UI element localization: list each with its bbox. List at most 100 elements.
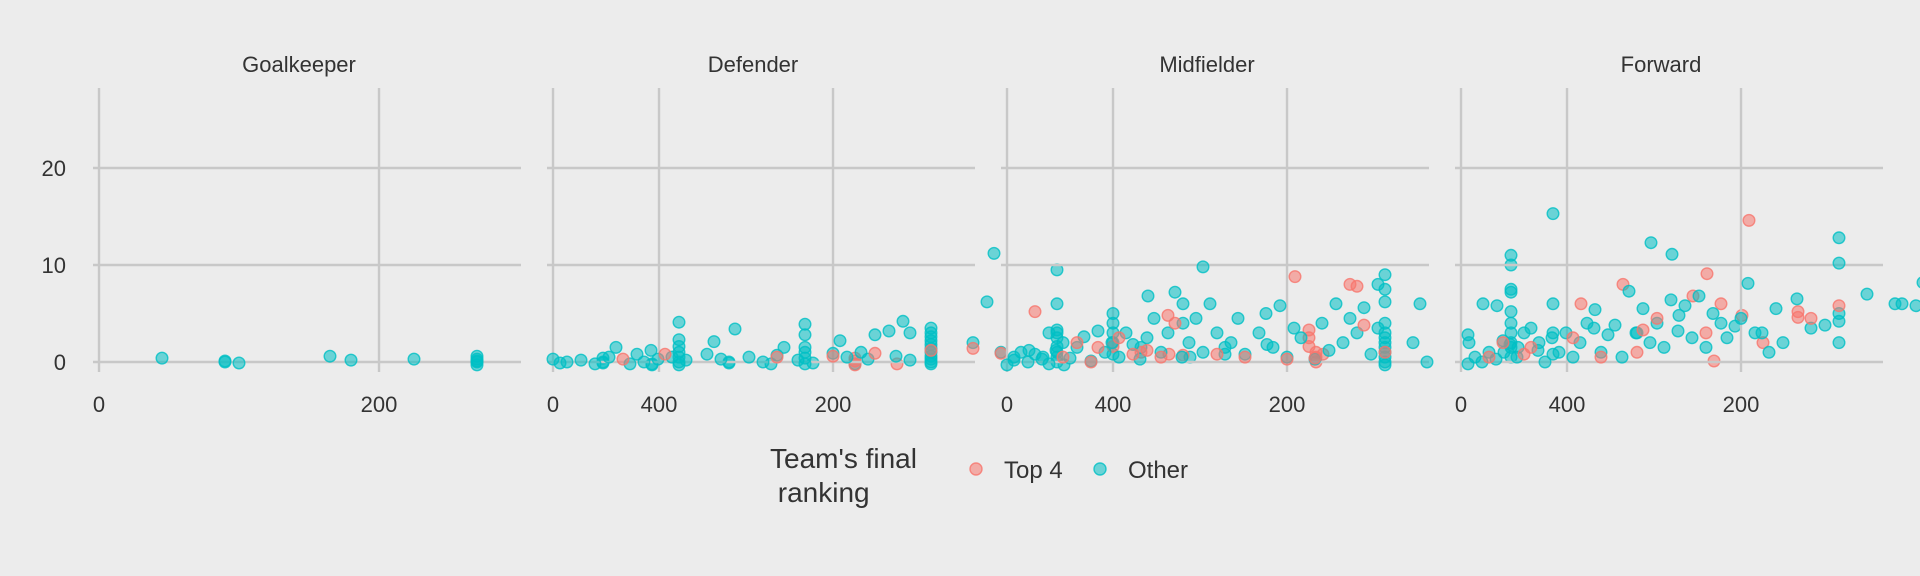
point-other xyxy=(1413,297,1427,311)
point-other xyxy=(1141,289,1155,303)
point-other xyxy=(574,353,588,367)
y-tick-label: 20 xyxy=(42,156,66,181)
x-tick-label: 400 xyxy=(1549,392,1586,417)
point-other xyxy=(1504,305,1518,319)
point-other xyxy=(1615,350,1629,364)
x-tick-label: 0 xyxy=(93,392,105,417)
point-other xyxy=(1175,350,1189,364)
point-other xyxy=(1524,321,1538,335)
point-other xyxy=(1720,331,1734,345)
point-other xyxy=(1818,318,1832,332)
point-other xyxy=(1420,355,1434,369)
point-other xyxy=(777,340,791,354)
point-other xyxy=(232,356,246,370)
point-top4 xyxy=(1714,297,1728,311)
legend-label-top4: Top 4 xyxy=(1004,457,1063,484)
point-other xyxy=(868,328,882,342)
point-other xyxy=(1322,343,1336,357)
point-other xyxy=(672,315,686,329)
point-other xyxy=(1378,358,1392,372)
point-other xyxy=(1014,345,1028,359)
point-other xyxy=(1196,260,1210,274)
point-top4 xyxy=(770,350,784,364)
point-other xyxy=(1685,331,1699,345)
point-other xyxy=(644,343,658,357)
point-other xyxy=(1329,297,1343,311)
point-other xyxy=(407,352,421,366)
point-other xyxy=(1545,331,1559,345)
point-top4 xyxy=(1308,351,1322,365)
point-other xyxy=(1343,311,1357,325)
x-tick-label: 200 xyxy=(815,392,852,417)
point-other xyxy=(1546,207,1560,221)
point-other xyxy=(896,314,910,328)
point-other xyxy=(1378,268,1392,282)
point-other xyxy=(1476,297,1490,311)
point-other xyxy=(1294,331,1308,345)
point-other xyxy=(1406,336,1420,350)
point-top4 xyxy=(1524,340,1538,354)
point-other xyxy=(1266,340,1280,354)
point-other xyxy=(1252,326,1266,340)
point-other xyxy=(1378,295,1392,309)
point-top4 xyxy=(1804,311,1818,325)
point-other xyxy=(1909,299,1920,313)
point-top4 xyxy=(658,347,672,361)
point-other xyxy=(924,357,938,371)
point-other xyxy=(1672,308,1686,322)
point-other xyxy=(1860,287,1874,301)
point-other xyxy=(1231,311,1245,325)
point-other xyxy=(1741,276,1755,290)
point-top4 xyxy=(1070,336,1084,350)
point-other xyxy=(1315,316,1329,330)
point-other xyxy=(903,326,917,340)
point-top4 xyxy=(966,341,980,355)
point-top4 xyxy=(868,346,882,360)
point-other xyxy=(1916,276,1920,289)
point-other xyxy=(1364,347,1378,361)
point-other xyxy=(1664,293,1678,307)
point-other xyxy=(323,349,337,363)
point-top4 xyxy=(924,343,938,357)
point-other xyxy=(1755,326,1769,340)
point-other xyxy=(1050,297,1064,311)
point-other xyxy=(1056,336,1070,350)
point-other xyxy=(1259,307,1273,321)
point-other xyxy=(1657,340,1671,354)
point-other xyxy=(1224,336,1238,350)
legend-entries: Top 4 Other xyxy=(969,457,1188,484)
legend-key-top4 xyxy=(969,462,983,476)
point-other xyxy=(344,353,358,367)
point-top4 xyxy=(1280,352,1294,366)
point-other xyxy=(987,246,1001,260)
x-tick-label: 200 xyxy=(1269,392,1306,417)
point-top4 xyxy=(1482,350,1496,364)
facet-title-defender: Defender xyxy=(708,52,799,77)
point-other xyxy=(1790,292,1804,306)
point-top4 xyxy=(1574,297,1588,311)
point-other xyxy=(1832,336,1846,350)
point-other xyxy=(1147,311,1161,325)
point-other xyxy=(833,334,847,348)
point-other xyxy=(1832,256,1846,270)
facet-title-forward: Forward xyxy=(1621,52,1702,77)
point-top4 xyxy=(1210,347,1224,361)
point-top4 xyxy=(1288,270,1302,284)
point-other xyxy=(1210,326,1224,340)
point-other xyxy=(1538,355,1552,369)
point-other xyxy=(602,350,616,364)
x-tick-label: 0 xyxy=(1455,392,1467,417)
point-other xyxy=(1357,301,1371,315)
legend-title-line1: Team's final xyxy=(770,443,917,474)
point-other xyxy=(798,357,812,371)
point-top4 xyxy=(1112,331,1126,345)
point-top4 xyxy=(1630,345,1644,359)
point-other xyxy=(1042,357,1056,371)
point-other xyxy=(218,355,232,369)
legend-title-line2: ranking xyxy=(770,477,870,508)
point-other xyxy=(1203,297,1217,311)
point-other xyxy=(1706,307,1720,321)
point-top4 xyxy=(1636,323,1650,337)
